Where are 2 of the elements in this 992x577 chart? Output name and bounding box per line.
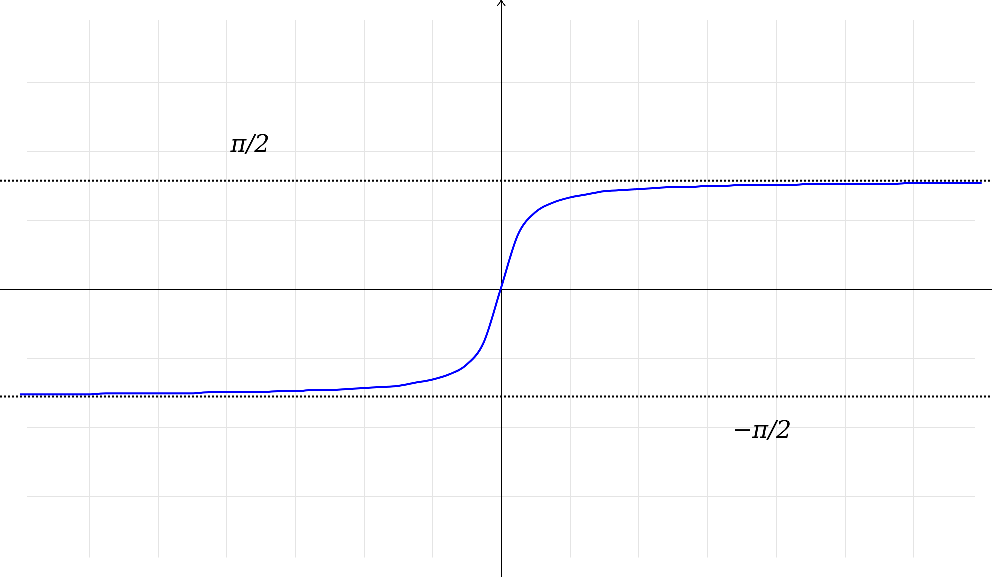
ref-line-label: −π/2: [732, 416, 792, 444]
ref-line-label: π/2: [230, 130, 270, 158]
